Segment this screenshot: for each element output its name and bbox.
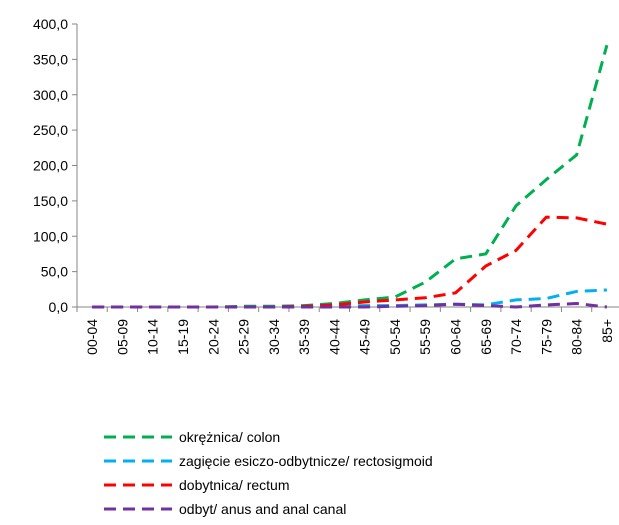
x-axis-ticks: 00-04 05-09 10-14 15-19 20-24 25-29 30-34 35-39… bbox=[76, 307, 615, 355]
y-tick-label: 0,0 bbox=[49, 299, 69, 315]
series-line-2 bbox=[92, 215, 608, 309]
y-tick-label: 350,0 bbox=[33, 51, 68, 67]
x-tick-label: 80-84 bbox=[569, 319, 585, 355]
x-tick-label: 05-09 bbox=[114, 319, 130, 355]
chart-axes bbox=[76, 24, 619, 308]
y-tick-label: 100,0 bbox=[33, 228, 68, 244]
legend-label: dobytnica/ rectum bbox=[179, 477, 290, 493]
x-tick-label: 60-64 bbox=[447, 319, 463, 355]
x-tick-label: 10-14 bbox=[145, 319, 161, 355]
x-tick-label: 35-39 bbox=[296, 319, 312, 355]
y-tick-label: 300,0 bbox=[33, 87, 68, 103]
y-tick-label: 400,0 bbox=[33, 16, 68, 32]
y-axis-ticks: 0,0 50,0 100,0 150,0 200,0 250,0 300,0 350,0 400… bbox=[33, 16, 77, 315]
y-tick-label: 150,0 bbox=[33, 193, 68, 209]
x-tick-label: 40-44 bbox=[326, 319, 342, 355]
x-tick-label: 25-29 bbox=[236, 319, 252, 355]
x-tick-label: 55-59 bbox=[417, 319, 433, 355]
x-tick-label: 15-19 bbox=[175, 319, 191, 355]
legend-label: zagięcie esiczo-odbytnicze/ rectosigmoid bbox=[179, 453, 433, 469]
y-tick-label: 50,0 bbox=[41, 264, 68, 280]
x-tick-label: 50-54 bbox=[387, 319, 403, 355]
series-line-0 bbox=[92, 44, 609, 309]
legend-label: okrężnica/ colon bbox=[179, 429, 280, 445]
x-tick-label: 70-74 bbox=[508, 319, 524, 355]
x-tick-label: 00-04 bbox=[84, 319, 100, 355]
y-tick-label: 250,0 bbox=[33, 122, 68, 138]
x-tick-label: 75-79 bbox=[538, 319, 554, 355]
x-tick-label: 85+ bbox=[599, 319, 615, 343]
x-tick-label: 45-49 bbox=[357, 319, 373, 355]
legend: okrężnica/ colon zagięcie esiczo-odbytnic… bbox=[104, 429, 433, 517]
series-lines bbox=[92, 44, 609, 309]
x-tick-label: 65-69 bbox=[478, 319, 494, 355]
x-tick-label: 30-34 bbox=[266, 319, 282, 355]
x-tick-label: 20-24 bbox=[205, 319, 221, 355]
legend-label: odbyt/ anus and anal canal bbox=[179, 501, 346, 517]
series-line-3 bbox=[92, 302, 608, 309]
y-tick-label: 200,0 bbox=[33, 158, 68, 174]
